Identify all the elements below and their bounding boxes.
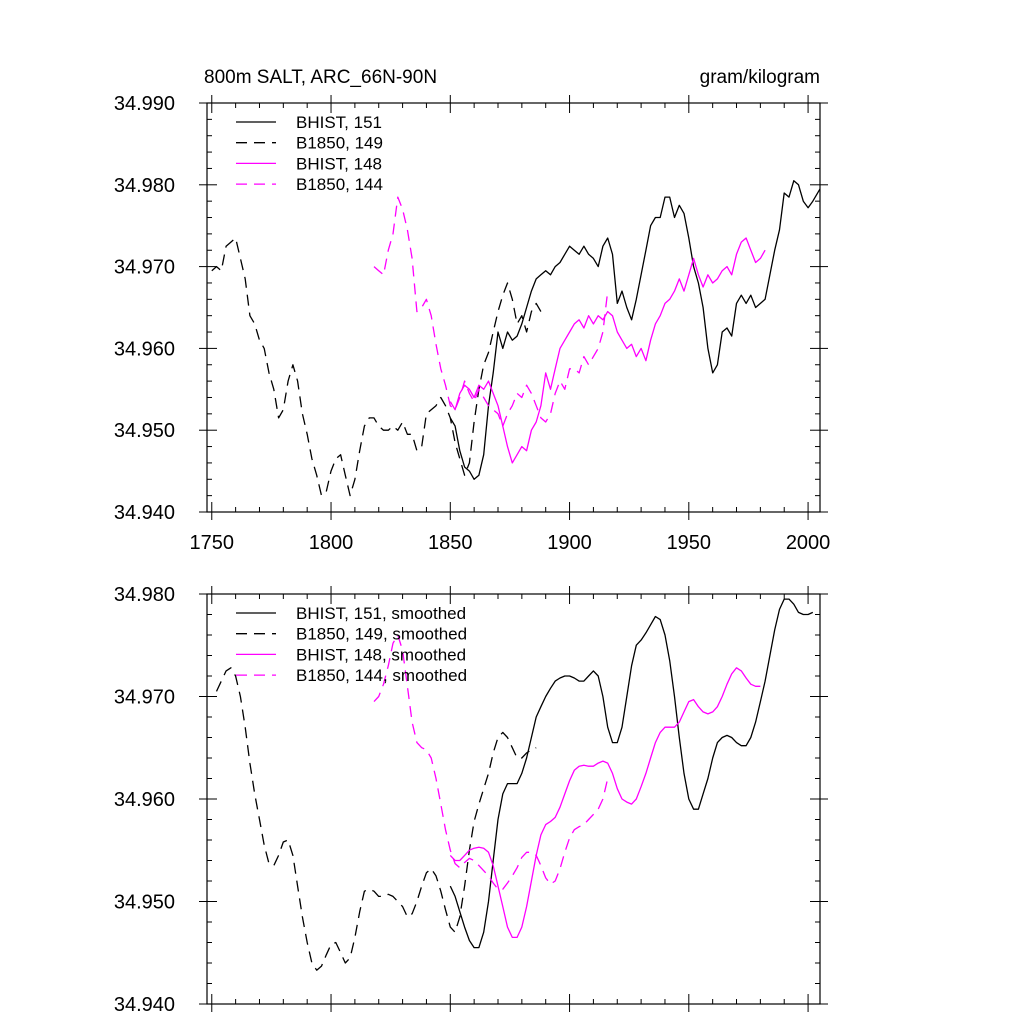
top-y-tick-label: 34.970	[114, 257, 175, 279]
top-panel: 800m SALT, ARC_66N-90N gram/kilogram 175…	[114, 67, 830, 554]
bottom-y-tick-label: 34.970	[114, 687, 175, 709]
top-y-tick-label: 34.960	[114, 338, 175, 360]
top-y-tick-label: 34.990	[114, 93, 175, 115]
bottom-legend: BHIST, 151, smoothed B1850, 149, smoothed…	[236, 604, 467, 685]
top-chart-title: 800m SALT, ARC_66N-90N	[204, 67, 437, 88]
top-legend-label: BHIST, 151	[296, 113, 382, 132]
top-legend-label: B1850, 149	[296, 134, 383, 153]
top-x-tick-label: 1950	[667, 532, 712, 554]
top-chart-units: gram/kilogram	[700, 67, 820, 88]
top-legend-label: BHIST, 148	[296, 154, 382, 173]
bottom-legend-label: BHIST, 148, smoothed	[296, 645, 466, 664]
top-x-tick-label: 1900	[547, 532, 592, 554]
bottom-series-line-1	[449, 598, 814, 949]
top-legend-label: B1850, 144	[296, 175, 383, 194]
bottom-legend-label: B1850, 144, smoothed	[296, 666, 467, 685]
top-y-tick-label: 34.940	[114, 502, 175, 524]
bottom-legend-label: B1850, 149, smoothed	[296, 625, 467, 644]
bottom-series-line-2	[215, 667, 537, 971]
top-y-tick-label: 34.980	[114, 175, 175, 197]
top-axes: 1750 1800 1850 1900 1950 2000 34.940 34.950 34.9…	[114, 93, 830, 554]
bottom-series-line-4	[373, 634, 609, 890]
top-x-tick-label: 2000	[786, 532, 831, 554]
bottom-y-tick-label: 34.980	[114, 584, 175, 606]
top-y-tick-label: 34.950	[114, 420, 175, 442]
top-x-tick-label: 1800	[309, 532, 354, 554]
top-x-tick-label: 1750	[190, 532, 235, 554]
top-series-line-4	[373, 196, 609, 427]
top-series-lines	[211, 180, 821, 497]
top-plot-frame	[206, 102, 821, 513]
bottom-axes: 34.940 34.950 34.960 34.970 34.980	[114, 584, 828, 1016]
bottom-panel: 34.940 34.950 34.960 34.970 34.980 BHIST, 15…	[114, 584, 828, 1016]
bottom-y-tick-label: 34.950	[114, 892, 175, 914]
top-x-tick-label: 1850	[428, 532, 473, 554]
bottom-y-tick-label: 34.940	[114, 994, 175, 1016]
top-series-line-2	[211, 237, 542, 497]
bottom-y-tick-label: 34.960	[114, 789, 175, 811]
bottom-series-lines	[215, 598, 814, 971]
bottom-series-line-3	[449, 667, 761, 939]
bottom-legend-label: BHIST, 151, smoothed	[296, 604, 466, 623]
top-series-line-1	[449, 180, 821, 480]
